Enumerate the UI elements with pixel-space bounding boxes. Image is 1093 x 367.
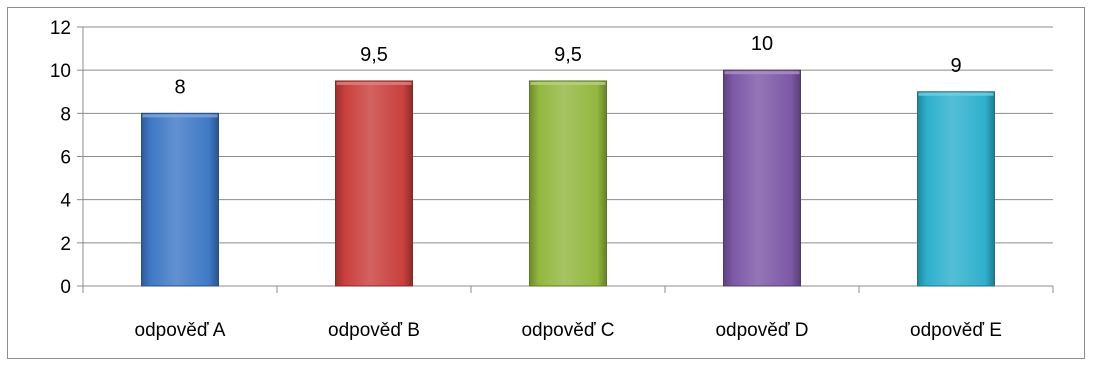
category-label-3: odpověď C xyxy=(521,320,614,341)
y-tick-label-0: 0 xyxy=(60,277,71,298)
x-axis-category-labels: odpověď A odpověď B odpověď C odpověď D odpo… xyxy=(135,320,1002,341)
bar-highlight-4 xyxy=(724,71,800,75)
y-tick-label-12: 12 xyxy=(50,18,71,39)
bar-highlight-5 xyxy=(918,92,994,96)
y-tick-label-10: 10 xyxy=(50,61,71,82)
data-labels: 8 9,5 9,5 10 9 xyxy=(174,33,961,98)
bar-highlight-3 xyxy=(530,81,606,85)
bar-1 xyxy=(141,112,219,287)
y-tick-label-6: 6 xyxy=(60,148,71,169)
category-label-2: odpověď B xyxy=(328,320,420,341)
data-label-2: 9,5 xyxy=(360,44,388,66)
y-tick-label-2: 2 xyxy=(60,234,71,255)
data-label-1: 8 xyxy=(174,76,185,98)
data-label-3: 9,5 xyxy=(554,44,582,66)
data-label-4: 10 xyxy=(751,33,773,55)
data-label-5: 9 xyxy=(950,55,961,77)
bar-2 xyxy=(335,80,413,287)
bar-4 xyxy=(723,69,801,287)
y-axis-tick-labels: 0 2 4 6 8 10 12 xyxy=(50,18,72,298)
bar-highlight-1 xyxy=(142,114,218,118)
bar-highlight-2 xyxy=(336,81,412,85)
y-tick-label-8: 8 xyxy=(60,104,71,125)
gridlines xyxy=(83,26,1053,244)
y-tick-label-4: 4 xyxy=(60,191,71,212)
bar-5 xyxy=(917,91,995,287)
category-label-5: odpověď E xyxy=(910,320,1002,341)
bars xyxy=(141,69,995,287)
category-label-4: odpověď D xyxy=(715,320,808,341)
category-label-1: odpověď A xyxy=(135,320,226,341)
bar-3 xyxy=(529,80,607,287)
